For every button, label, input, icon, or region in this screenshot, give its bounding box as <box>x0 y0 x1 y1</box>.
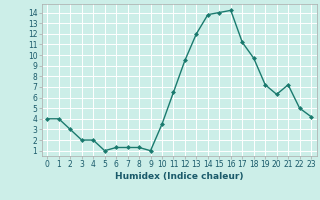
X-axis label: Humidex (Indice chaleur): Humidex (Indice chaleur) <box>115 172 244 181</box>
